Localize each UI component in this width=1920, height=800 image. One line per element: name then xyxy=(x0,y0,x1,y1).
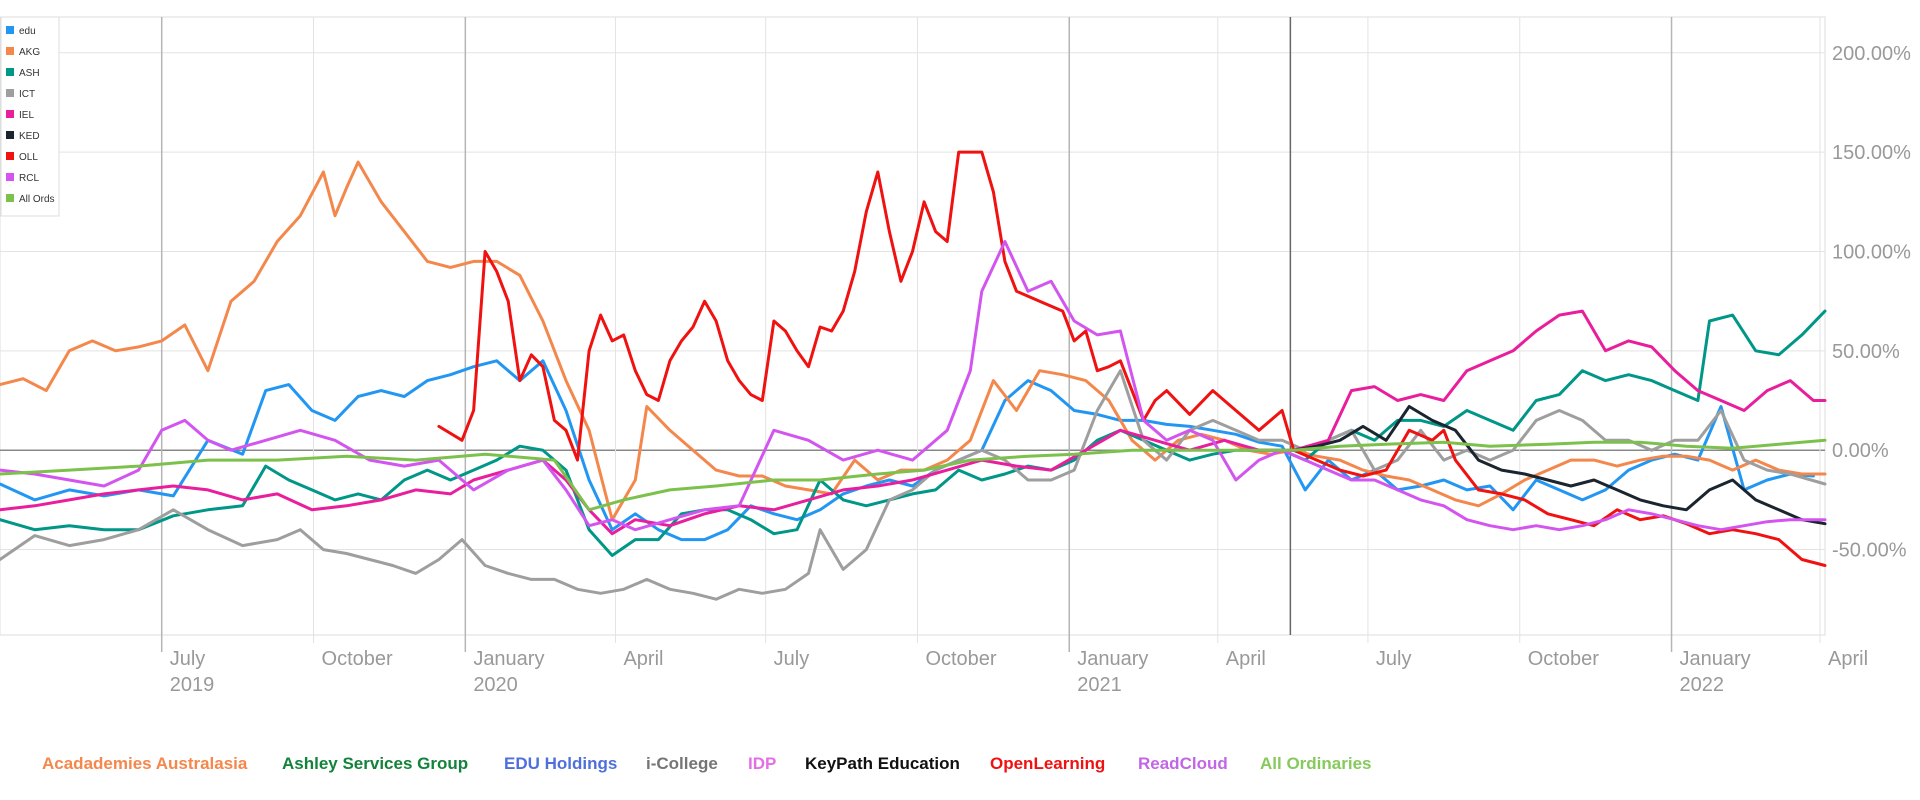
bottom-legend: Acadademies Australasia Ashley Services G… xyxy=(0,754,1920,780)
series-line xyxy=(0,309,1827,557)
bottom-legend-item[interactable]: OpenLearning xyxy=(990,754,1106,773)
series-legend: edu AKG ASH ICT IEL KED OLL RCL All Ords xyxy=(0,16,60,217)
line-chart: 200.00% 150.00% 100.00% 50.00% 0.00% -50.00% J… xyxy=(0,16,1911,696)
series-line xyxy=(0,240,1827,532)
legend-swatch xyxy=(6,89,14,97)
series-line xyxy=(437,150,1827,567)
legend-swatch xyxy=(6,152,14,160)
bottom-legend-item[interactable]: EDU Holdings xyxy=(504,754,618,773)
plot-frame xyxy=(0,16,1826,636)
legend-label: All Ords xyxy=(19,194,55,205)
legend-label: ICT xyxy=(19,89,35,100)
legend-label: KED xyxy=(19,131,40,142)
series-line xyxy=(0,438,1827,512)
y-tick-label: 50.00% xyxy=(1832,341,1900,363)
legend-label: edu xyxy=(19,26,36,37)
x-tick-year-label: 2021 xyxy=(1077,674,1122,696)
legend-label: RCL xyxy=(19,173,39,184)
series-line xyxy=(0,309,1827,536)
legend-swatch xyxy=(6,26,14,34)
bottom-legend-item[interactable]: All Ordinaries xyxy=(1260,754,1372,773)
legend-label: ASH xyxy=(19,68,40,79)
bottom-legend-item[interactable]: KeyPath Education xyxy=(805,754,960,773)
bottom-legend-item[interactable]: Ashley Services Group xyxy=(282,754,469,773)
x-tick-label: January xyxy=(1077,648,1148,670)
x-tick-label: October xyxy=(925,648,996,670)
legend-swatch xyxy=(6,173,14,181)
y-tick-label: 150.00% xyxy=(1832,142,1911,164)
bottom-legend-item[interactable]: Acadademies Australasia xyxy=(42,754,248,773)
legend-swatch xyxy=(6,68,14,76)
series-lines xyxy=(0,150,1827,601)
x-tick-label: April xyxy=(1828,648,1868,670)
legend-swatch xyxy=(6,131,14,139)
x-tick-label: January xyxy=(473,648,544,670)
x-tick-label: January xyxy=(1680,648,1751,670)
legend-label: IEL xyxy=(19,110,34,121)
x-tick-label: April xyxy=(623,648,663,670)
y-tick-label: 100.00% xyxy=(1832,241,1911,263)
legend-swatch xyxy=(6,110,14,118)
x-tick-label: July xyxy=(774,648,810,670)
x-tick-year-label: 2019 xyxy=(170,674,215,696)
legend-label: AKG xyxy=(19,47,40,58)
y-tick-label: 0.00% xyxy=(1832,440,1889,462)
x-tick-label: October xyxy=(1528,648,1599,670)
series-line xyxy=(1292,405,1827,526)
x-tick-year-label: 2020 xyxy=(473,674,518,696)
bottom-legend-item[interactable]: ReadCloud xyxy=(1138,754,1228,773)
legend-swatch xyxy=(6,47,14,55)
gridlines xyxy=(0,16,1826,652)
x-tick-label: April xyxy=(1226,648,1266,670)
axis-labels: 200.00% 150.00% 100.00% 50.00% 0.00% -50.00% J… xyxy=(170,43,1911,696)
y-tick-label: -50.00% xyxy=(1832,540,1907,562)
x-tick-label: July xyxy=(170,648,206,670)
x-tick-label: October xyxy=(322,648,393,670)
y-tick-label: 200.00% xyxy=(1832,43,1911,65)
series-line xyxy=(0,160,1827,522)
x-tick-label: July xyxy=(1376,648,1412,670)
legend-label: OLL xyxy=(19,152,38,163)
legend-swatch xyxy=(6,194,14,202)
x-tick-year-label: 2022 xyxy=(1680,674,1725,696)
bottom-legend-item[interactable]: i-College xyxy=(646,754,718,773)
bottom-legend-item[interactable]: IDP xyxy=(748,754,777,773)
